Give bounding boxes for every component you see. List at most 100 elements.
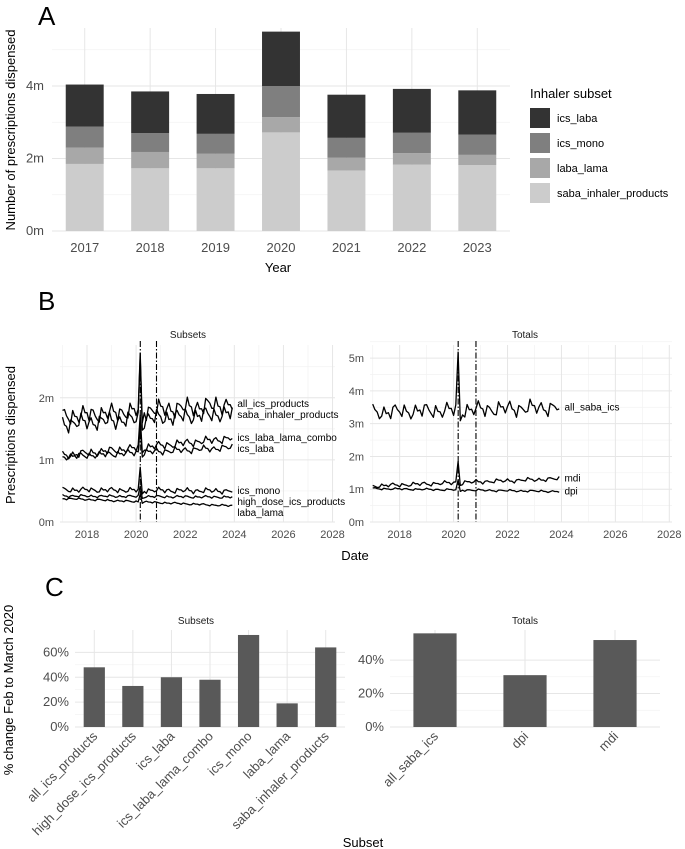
bar-saba-inhaler-products-2018 (131, 168, 170, 231)
x-tick-label: all_saba_ics (380, 728, 442, 790)
series-line-all-saba-ics (372, 351, 560, 422)
panel-a-x-title: Year (265, 260, 292, 275)
panel-b-x-title: Date (341, 548, 368, 563)
bar-all-ics-products (83, 667, 105, 727)
legend-label-saba-inhaler-products: saba_inhaler_products (557, 188, 669, 200)
bar-ics-mono-2017 (65, 126, 104, 148)
panel-c-chart: 0%20%40%60%all_ics_productshigh_dose_ics… (24, 630, 660, 838)
x-tick-label: 2018 (75, 529, 99, 541)
series-label-mdi: mdi (564, 474, 580, 485)
series-label-high-dose-ics-products: high_dose_ics_products (237, 497, 345, 508)
y-tick-label: 40% (358, 652, 384, 667)
series-line-ics-laba (62, 426, 233, 461)
series-label-laba-lama: laba_lama (237, 508, 284, 519)
y-tick-label: 4m (349, 386, 364, 398)
x-tick-label: 2021 (332, 240, 361, 255)
y-tick-label: 2m (26, 151, 44, 166)
bar-mdi (593, 640, 637, 727)
series-line-dpi (372, 479, 560, 494)
panel-c-y-title: % change Feb to March 2020 (1, 605, 16, 776)
series-label-saba-inhaler-products: saba_inhaler_products (237, 410, 338, 421)
y-tick-label: 20% (43, 694, 69, 709)
panel-label-b: B (38, 286, 55, 316)
bar-laba-lama-2022 (392, 153, 431, 165)
bar-ics-laba-2023 (458, 90, 497, 135)
series-line-mdi (372, 460, 560, 489)
panel-c-x-title: Subset (343, 835, 384, 849)
legend-swatch-ics-mono (530, 133, 550, 153)
bar-dpi (503, 675, 547, 727)
bar-ics-mono-2018 (131, 133, 170, 152)
panel-label-c: C (45, 572, 64, 602)
x-tick-label: 2020 (124, 529, 148, 541)
series-line-ics-laba-lama-combo (61, 414, 233, 460)
x-tick-label: mdi (596, 728, 621, 753)
bar-saba-inhaler-products-2019 (196, 168, 235, 231)
x-tick-label: 2018 (387, 529, 411, 541)
panel-a-y-title: Number of prescriptions dispensed (3, 30, 18, 231)
x-tick-label: 2017 (70, 240, 99, 255)
series-line-laba-lama (62, 493, 233, 508)
panel-b-strip-totals: Totals (512, 330, 538, 341)
y-tick-label: 0% (365, 719, 384, 734)
legend-swatch-laba-lama (530, 158, 550, 178)
legend-swatch-ics-laba (530, 108, 550, 128)
y-tick-label: 5m (349, 353, 364, 365)
x-tick-label: 2022 (173, 529, 197, 541)
bar-ics-laba-2017 (65, 84, 104, 127)
bar-ics-laba-2019 (196, 93, 235, 134)
x-tick-label: 2024 (222, 529, 246, 541)
y-tick-label: 1m (39, 455, 54, 467)
y-tick-label: 60% (43, 644, 69, 659)
bar-ics-mono-2019 (196, 133, 235, 154)
bar-ics-mono-2023 (458, 134, 497, 155)
legend-title: Inhaler subset (530, 86, 612, 101)
y-tick-label: 0m (26, 223, 44, 238)
bar-ics-laba-2022 (392, 88, 431, 133)
bar-saba-inhaler-products-2021 (327, 170, 366, 231)
bar-ics-laba-2021 (327, 94, 366, 138)
bar-ics-laba-lama-combo (199, 679, 221, 727)
y-tick-label: 40% (43, 669, 69, 684)
bar-saba-inhaler-products (315, 647, 337, 727)
x-tick-label: 2022 (495, 529, 519, 541)
x-tick-label: 2020 (441, 529, 465, 541)
x-tick-label: 2018 (136, 240, 165, 255)
bar-ics-mono-2020 (262, 86, 300, 118)
bar-laba-lama-2023 (458, 154, 497, 166)
bar-ics-mono (237, 634, 260, 727)
x-tick-label: 2023 (463, 240, 492, 255)
x-tick-label: 2020 (267, 240, 296, 255)
bar-saba-inhaler-products-2022 (392, 164, 431, 231)
series-label-all-saba-ics: all_saba_ics (564, 402, 619, 413)
x-tick-label: 2022 (397, 240, 426, 255)
panel-c-strip-subsets: Subsets (178, 616, 214, 627)
y-tick-label: 1m (349, 484, 364, 496)
panel-a-legend: Inhaler subset ics_laba ics_mono laba_lama… (530, 86, 669, 203)
bar-high-dose-ics-products (122, 685, 144, 727)
panel-b-strip-subsets: Subsets (170, 330, 206, 341)
panel-c-strip-totals: Totals (512, 616, 538, 627)
x-tick-label: 2026 (603, 529, 627, 541)
legend-label-laba-lama: laba_lama (557, 163, 609, 175)
bar-saba-inhaler-products-2023 (458, 165, 497, 231)
series-label-ics-mono: ics_mono (237, 486, 280, 497)
legend-label-ics-mono: ics_mono (557, 138, 604, 150)
bar-ics-mono-2022 (392, 132, 431, 154)
panel-a-chart: 0m 2m 4m 2017 2018 2019 2020 2021 2022 2023 (26, 28, 510, 255)
y-tick-label: 0% (50, 719, 69, 734)
bar-laba-lama-2018 (131, 151, 170, 169)
series-label-dpi: dpi (564, 487, 577, 498)
bar-laba-lama (276, 703, 298, 727)
x-tick-label: 2028 (657, 529, 681, 541)
series-line-ics-mono (62, 466, 233, 495)
x-tick-label: dpi (508, 728, 531, 751)
y-tick-label: 4m (26, 78, 44, 93)
x-tick-label: 2026 (271, 529, 295, 541)
legend-swatch-saba-inhaler-products (530, 183, 550, 203)
bar-ics-laba-2020 (262, 31, 300, 86)
x-tick-label: 2024 (549, 529, 573, 541)
series-label-ics-laba: ics_laba (237, 444, 274, 455)
y-tick-label: 3m (349, 419, 364, 431)
